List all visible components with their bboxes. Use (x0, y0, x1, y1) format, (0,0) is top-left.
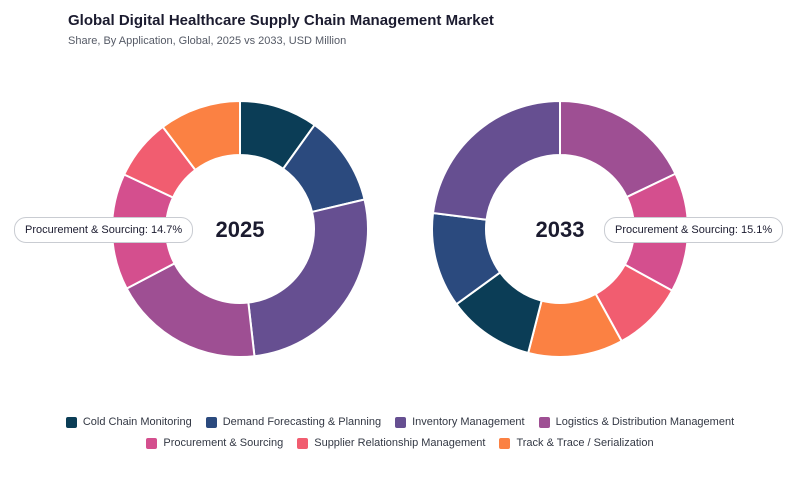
legend-swatch (499, 437, 511, 449)
legend-row-2: Procurement & Sourcing Supplier Relations… (0, 437, 800, 449)
legend-item-track-trace-serialization[interactable]: Track & Trace / Serialization (499, 437, 654, 449)
legend-swatch (146, 437, 158, 449)
callout-2025-procurement: Procurement & Sourcing: 14.7% (14, 217, 194, 243)
callout-2033-procurement: Procurement & Sourcing: 15.1% (604, 217, 784, 243)
donut-center-label-2033: 2033 (536, 217, 585, 242)
legend-label: Supplier Relationship Management (314, 437, 486, 449)
legend-label: Inventory Management (412, 416, 525, 428)
legend-item-cold-chain-monitoring[interactable]: Cold Chain Monitoring (65, 416, 192, 428)
chart-title: Global Digital Healthcare Supply Chain M… (68, 12, 494, 29)
slice-2033-inventory-management (431, 99, 561, 221)
legend-label: Procurement & Sourcing (163, 437, 284, 449)
legend-item-supplier-relationship-management[interactable]: Supplier Relationship Management (297, 437, 485, 449)
legend-item-inventory-management[interactable]: Inventory Management (395, 416, 525, 428)
legend-label: Logistics & Distribution Management (555, 416, 735, 428)
donut-2033: 2033 (431, 99, 689, 358)
chart-subtitle: Share, By Application, Global, 2025 vs 2… (68, 35, 347, 47)
legend-swatch (65, 416, 77, 428)
legend-swatch (538, 416, 550, 428)
legend-label: Cold Chain Monitoring (82, 416, 192, 428)
legend-swatch (395, 416, 407, 428)
legend-row-1: Cold Chain Monitoring Demand Forecasting … (0, 416, 800, 428)
legend-swatch (297, 437, 309, 449)
legend-item-procurement-sourcing[interactable]: Procurement & Sourcing (146, 437, 283, 449)
slice-2025-track-trace-serialization (161, 99, 241, 172)
slice-2025-inventory-management (247, 198, 369, 358)
legend-label: Track & Trace / Serialization (516, 437, 654, 449)
legend-item-logistics-distribution-management[interactable]: Logistics & Distribution Management (538, 416, 735, 428)
donut-2025: 2025 (111, 99, 369, 358)
legend-item-demand-forecasting-planning[interactable]: Demand Forecasting & Planning (205, 416, 382, 428)
legend-label: Demand Forecasting & Planning (222, 416, 382, 428)
donut-center-label-2025: 2025 (216, 217, 265, 242)
legend-swatch (205, 416, 217, 428)
